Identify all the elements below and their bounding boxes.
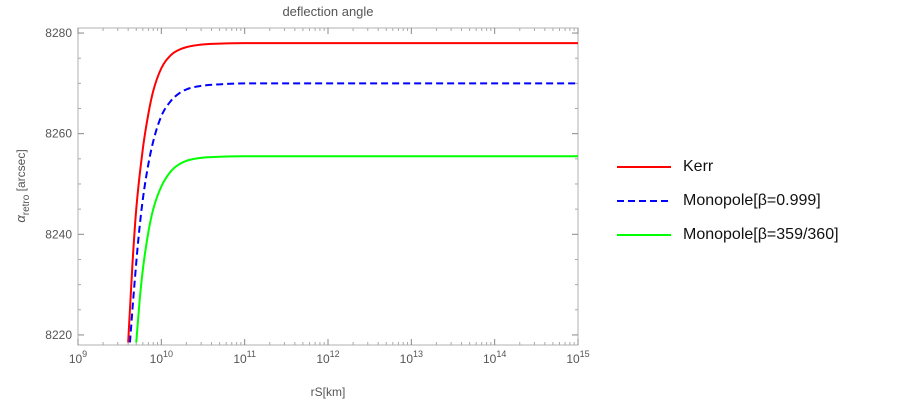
legend-swatch — [617, 200, 671, 202]
y-tick-label: 8220 — [45, 328, 72, 342]
legend-label: Monopole[β=359/360] — [683, 226, 839, 243]
x-tick-label: 1015 — [566, 349, 589, 366]
legend-label: Kerr — [683, 158, 714, 175]
legend-item: Monopole[β=359/360] — [615, 218, 839, 252]
series-line-2 — [128, 82, 578, 343]
x-tick-label: 1012 — [316, 349, 339, 366]
x-tick-label: 1013 — [400, 349, 423, 366]
series-line-3 — [135, 155, 578, 343]
x-tick-label: 1011 — [233, 349, 256, 366]
y-axis: 8220 8240 8260 8280 — [45, 26, 578, 342]
legend-item: Kerr — [615, 150, 839, 184]
x-axis-label: rS[km] — [311, 385, 346, 399]
legend-label: Monopole[β=0.999] — [683, 192, 821, 209]
y-axis-label: αretro [arcsec] — [13, 149, 32, 222]
legend: Kerr Monopole[β=0.999] Monopole[β=359/360] — [615, 150, 839, 252]
x-axis: 109 1010 1011 1012 1013 1014 1015 — [69, 28, 590, 366]
x-tick-label: 109 — [69, 349, 87, 366]
legend-item: Monopole[β=0.999] — [615, 184, 839, 218]
chart-title: deflection angle — [282, 4, 373, 19]
plot-frame — [77, 27, 579, 346]
series-layer — [127, 42, 578, 343]
series-line-1 — [127, 42, 578, 343]
x-tick-label: 1010 — [150, 349, 173, 366]
x-tick-label: 1014 — [483, 349, 506, 366]
y-tick-label: 8260 — [45, 127, 72, 141]
y-tick-label: 8240 — [45, 227, 72, 241]
legend-swatch — [617, 166, 671, 168]
y-tick-label: 8280 — [45, 26, 72, 40]
legend-swatch — [617, 234, 671, 236]
